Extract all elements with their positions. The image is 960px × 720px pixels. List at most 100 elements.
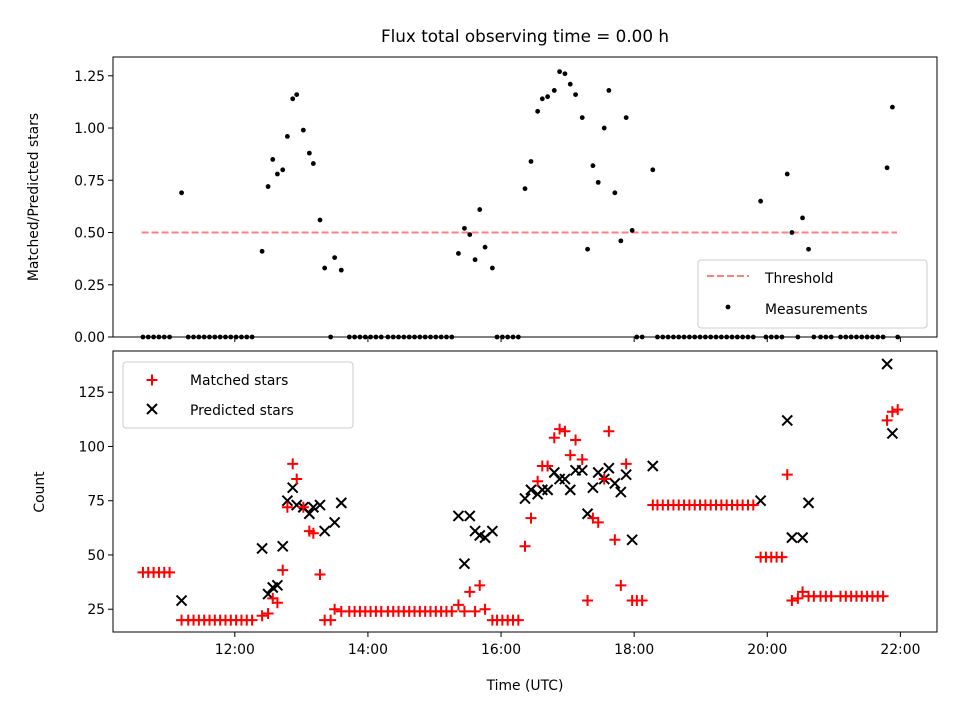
matched-star-marker-81	[592, 516, 604, 528]
legend-measurements-swatch	[725, 304, 731, 310]
predicted-star-marker-30	[559, 473, 571, 485]
time-x-tick-label-1: 14:00	[348, 642, 388, 658]
measurement-point-76	[567, 81, 573, 87]
matched-star-marker-58	[464, 586, 476, 598]
chart-title: Flux total observing time = 0.00 h	[381, 26, 669, 46]
measurement-point-34	[332, 255, 338, 260]
measurement-point-35	[338, 267, 344, 273]
predicted-star-marker-44	[754, 495, 767, 507]
matched-star-marker-70	[532, 475, 544, 487]
measurement-point-22	[270, 156, 276, 162]
matched-star-marker-133	[881, 414, 893, 426]
ratio-legend: Threshold Measurements	[697, 259, 928, 329]
legend-measurements-label: Measurements	[765, 302, 868, 318]
measurement-point-27	[294, 92, 300, 98]
predicted-star-marker-43	[647, 460, 659, 472]
legend-predicted-label: Predicted stars	[190, 403, 294, 419]
predicted-star-marker-2	[262, 588, 274, 600]
measurement-point-31	[317, 217, 323, 223]
legend-matched-label: Matched stars	[190, 373, 288, 389]
predicted-star-marker-8	[290, 499, 303, 511]
measurement-point-58	[467, 232, 473, 238]
predicted-star-marker-45	[781, 414, 793, 427]
count-y-tick-label-2: 75	[87, 494, 105, 510]
ratio-y-tick-label-1: 0.25	[74, 278, 105, 294]
matched-star-marker-117	[792, 592, 804, 604]
time-x-ticks: 12:00 14:00 16:00 18:00 20:00 22:00	[215, 632, 920, 658]
predicted-star-marker-10	[303, 508, 316, 520]
matched-star-marker-75	[559, 425, 571, 437]
matched-star-marker-24	[277, 564, 289, 576]
matched-star-marker-77	[570, 434, 582, 446]
ratio-panel: Flux total observing time = 0.00 h Match…	[26, 26, 938, 346]
measurement-point-84	[612, 190, 618, 196]
matched-star-marker-84	[609, 534, 621, 546]
measurement-point-118	[800, 215, 805, 221]
measurement-point-119	[806, 246, 811, 252]
count-legend: Matched stars Predicted stars	[122, 361, 354, 429]
measurement-point-78	[579, 115, 585, 120]
predicted-star-marker-11	[307, 501, 320, 513]
predicted-star-marker-42	[626, 534, 638, 546]
matched-star-marker-68	[519, 540, 531, 552]
measurement-point-57	[462, 225, 467, 231]
predicted-star-marker-15	[335, 497, 348, 509]
count-y-ticks: 25 50 75 100 125	[78, 385, 113, 618]
measurement-point-62	[489, 265, 495, 271]
measurement-point-30	[310, 161, 316, 166]
matched-star-marker-33	[325, 614, 337, 626]
matched-star-marker-25	[281, 501, 293, 513]
legend-predicted-swatch	[146, 403, 158, 415]
matched-star-marker-134	[886, 406, 898, 418]
matched-star-marker-67	[512, 614, 524, 626]
predicted-star-marker-48	[802, 497, 815, 509]
measurement-point-28	[300, 127, 306, 133]
predicted-star-marker-41	[620, 468, 632, 481]
measurement-point-71	[539, 96, 545, 102]
measurement-point-79	[585, 246, 590, 252]
y-axis-label-count: Count	[32, 471, 48, 513]
measurement-point-68	[522, 186, 528, 192]
predicted-star-marker-4	[271, 579, 284, 592]
predicted-stars-markers	[175, 358, 899, 607]
ratio-y-tick-label-2: 0.50	[74, 226, 105, 242]
matched-star-marker-74	[554, 423, 566, 435]
count-panel: Count Time (UTC) 25 50 75 100 125 12:00 14:00…	[32, 350, 938, 694]
predicted-star-marker-31	[564, 484, 576, 496]
matched-star-marker-56	[452, 599, 464, 611]
measurement-point-25	[284, 134, 290, 139]
measurement-point-70	[535, 108, 541, 114]
ratio-y-ticks: 0.00 0.25 0.50 0.75 1.00 1.25	[74, 69, 113, 346]
measurement-point-26	[290, 96, 296, 102]
predicted-star-marker-22	[486, 525, 499, 537]
time-x-tick-label-5: 22:00	[880, 642, 920, 658]
matched-star-marker-123	[825, 590, 837, 602]
measurement-point-110	[758, 198, 764, 204]
measurement-point-20	[259, 248, 265, 254]
predicted-star-marker-27	[541, 484, 554, 496]
measurement-point-24	[280, 167, 286, 173]
measurement-point-32	[322, 265, 328, 271]
ratio-y-tick-label-4: 1.00	[74, 121, 105, 137]
predicted-star-marker-13	[318, 525, 331, 537]
matched-star-marker-59	[469, 605, 481, 617]
predicted-star-marker-47	[796, 531, 809, 544]
matched-star-marker-5	[164, 566, 176, 578]
matched-star-marker-26	[287, 458, 299, 470]
legend-threshold-label: Threshold	[764, 271, 833, 287]
measurement-point-81	[595, 179, 601, 185]
matched-star-marker-55	[446, 605, 458, 617]
ratio-y-tick-label-5: 1.25	[74, 69, 105, 85]
matched-star-marker-83	[603, 425, 615, 437]
matched-star-marker-115	[781, 469, 793, 481]
matched-star-marker-135	[892, 404, 904, 416]
measurement-point-83	[606, 88, 612, 93]
measurement-point-72	[545, 94, 551, 100]
matched-star-marker-21	[262, 608, 274, 620]
matched-star-marker-78	[576, 453, 588, 465]
predicted-star-marker-49	[881, 358, 893, 370]
matched-star-marker-27	[291, 473, 303, 485]
predicted-star-marker-38	[603, 462, 615, 474]
x-axis-label: Time (UTC)	[486, 678, 564, 694]
